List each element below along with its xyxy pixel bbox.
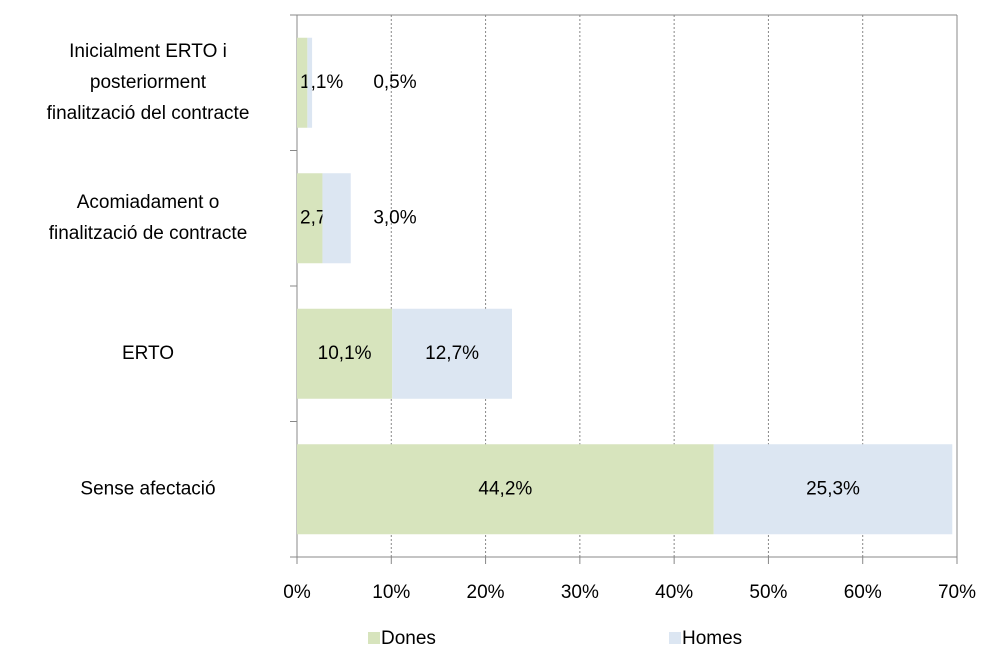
category-label: finalització del contracte (47, 103, 250, 124)
data-label: 12,7% (425, 343, 479, 364)
data-label: 25,3% (806, 478, 860, 499)
data-label: 0,5% (373, 72, 416, 93)
bar (297, 173, 323, 264)
x-tick-label: 70% (938, 582, 976, 603)
bar (297, 444, 714, 535)
category-label: finalització de contracte (49, 223, 248, 244)
x-tick-label: 30% (561, 582, 599, 603)
legend-swatch (368, 632, 380, 644)
legend-swatch (669, 632, 681, 644)
bar (713, 444, 953, 535)
data-label: 1,1% (300, 72, 343, 93)
bar (392, 308, 512, 399)
legend-label: Dones (381, 628, 436, 649)
x-tick-label: 60% (844, 582, 882, 603)
x-tick-label: 20% (467, 582, 505, 603)
x-tick-label: 0% (283, 582, 311, 603)
legend-label: Homes (682, 628, 742, 649)
category-label: Acomiadament o (77, 192, 220, 213)
data-label: 10,1% (318, 343, 372, 364)
data-label: 3,0% (373, 207, 416, 228)
category-label: posteriorment (90, 72, 207, 93)
bar (307, 37, 313, 128)
category-label: Sense afectació (80, 478, 215, 499)
x-tick-label: 40% (655, 582, 693, 603)
category-label: ERTO (122, 343, 174, 364)
bar (297, 37, 308, 128)
x-tick-label: 10% (372, 582, 410, 603)
bar (322, 173, 351, 264)
data-label: 44,2% (478, 478, 532, 499)
x-tick-label: 50% (749, 582, 787, 603)
category-label: Inicialment ERTO i (69, 41, 227, 62)
bar (297, 308, 393, 399)
